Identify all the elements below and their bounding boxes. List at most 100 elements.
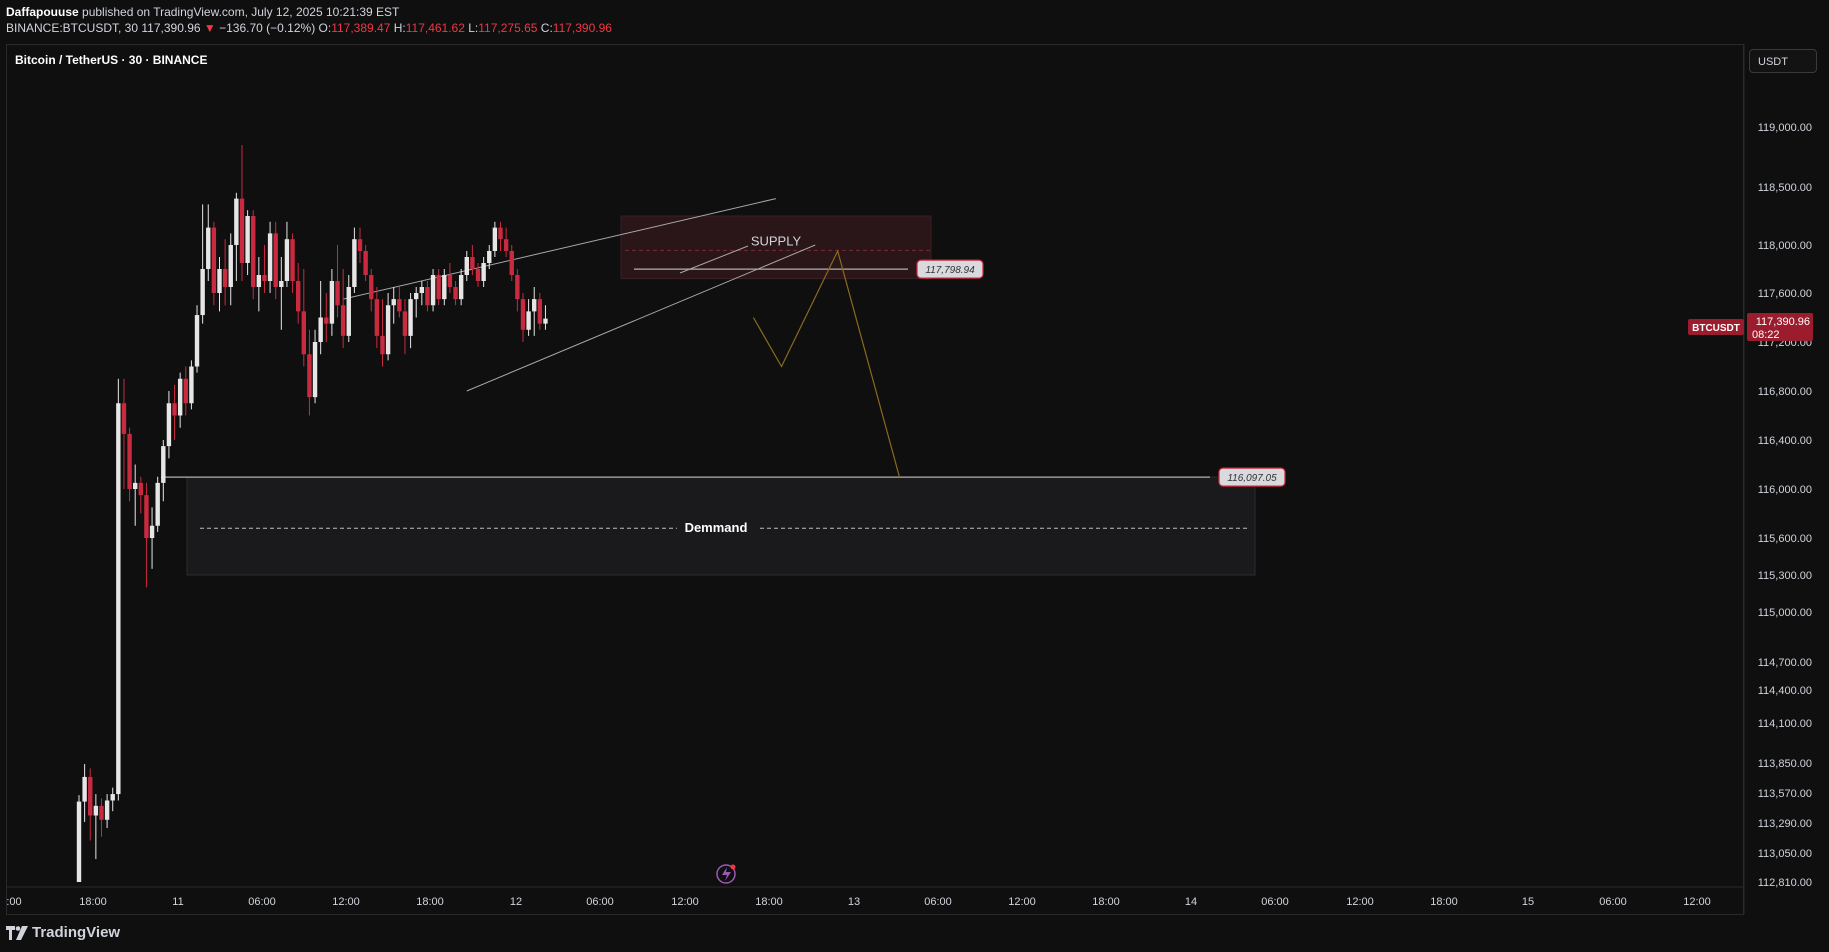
candle[interactable]	[374, 287, 380, 349]
candle[interactable]	[228, 233, 233, 306]
candle[interactable]	[234, 192, 239, 281]
candle[interactable]	[498, 221, 503, 251]
candle[interactable]	[149, 507, 155, 569]
candle[interactable]	[110, 787, 115, 812]
demand-level-label-box[interactable]	[1218, 467, 1286, 487]
candle[interactable]	[166, 391, 172, 459]
candle[interactable]	[194, 305, 200, 373]
last-price-tag[interactable]	[1747, 313, 1813, 341]
candle[interactable]	[172, 384, 177, 440]
candle[interactable]	[318, 281, 323, 355]
projection-path[interactable]	[752, 249, 901, 478]
candle-body	[239, 198, 245, 263]
candle[interactable]	[121, 378, 127, 489]
candle[interactable]	[284, 221, 290, 287]
candle[interactable]	[206, 204, 211, 281]
candle[interactable]	[144, 482, 149, 588]
candle[interactable]	[363, 245, 368, 281]
candle[interactable]	[442, 269, 447, 306]
author-name[interactable]: Daffapouuse	[6, 5, 79, 19]
candle[interactable]	[245, 210, 250, 275]
candle[interactable]	[470, 245, 475, 275]
candle[interactable]	[532, 287, 537, 336]
candle[interactable]	[116, 378, 121, 801]
candle[interactable]	[222, 239, 228, 306]
candle[interactable]	[93, 794, 99, 860]
candle[interactable]	[464, 251, 469, 281]
candle[interactable]	[256, 257, 262, 312]
candle[interactable]	[262, 245, 267, 293]
candle[interactable]	[515, 269, 520, 312]
candle[interactable]	[76, 795, 82, 882]
symbol-price-tag[interactable]	[1688, 319, 1744, 335]
candle[interactable]	[295, 263, 301, 324]
candle[interactable]	[335, 245, 340, 318]
supply-level-label-box[interactable]	[916, 259, 984, 279]
candle[interactable]	[273, 221, 278, 300]
candle[interactable]	[458, 269, 464, 306]
candle[interactable]	[127, 427, 132, 502]
candle[interactable]	[425, 281, 430, 312]
channel-extension-line[interactable]	[679, 245, 749, 274]
price-tick-label: 116,400.00	[1758, 435, 1812, 447]
candle[interactable]	[251, 210, 256, 300]
candle[interactable]	[419, 281, 425, 306]
chart-canvas[interactable]: Demmand SUPPLY 112,810.00 113,050.00 113,29…	[0, 0, 1829, 918]
candle[interactable]	[397, 287, 402, 318]
lightning-icon[interactable]	[716, 864, 736, 884]
candle[interactable]	[385, 293, 391, 361]
candle[interactable]	[520, 293, 526, 342]
candle[interactable]	[369, 269, 374, 312]
candle[interactable]	[88, 768, 93, 841]
candle[interactable]	[104, 794, 110, 828]
candle[interactable]	[481, 257, 486, 287]
candle[interactable]	[537, 293, 543, 330]
candle[interactable]	[436, 269, 441, 306]
channel-upper-line[interactable]	[343, 198, 776, 300]
candle[interactable]	[189, 360, 194, 410]
candle[interactable]	[509, 245, 514, 281]
candle[interactable]	[408, 293, 413, 349]
tradingview-logo[interactable]: TradingView	[6, 924, 120, 941]
candle[interactable]	[340, 269, 346, 349]
candle[interactable]	[138, 476, 144, 514]
candle[interactable]	[329, 269, 335, 336]
candle[interactable]	[99, 798, 104, 837]
candle[interactable]	[487, 245, 492, 269]
candle[interactable]	[312, 329, 318, 404]
candle[interactable]	[239, 145, 245, 281]
candle[interactable]	[447, 263, 453, 293]
candle[interactable]	[526, 299, 531, 336]
candle[interactable]	[503, 227, 509, 257]
candle[interactable]	[324, 293, 329, 342]
candle[interactable]	[211, 221, 217, 306]
candle[interactable]	[380, 299, 385, 367]
candle[interactable]	[453, 281, 458, 306]
supply-zone[interactable]	[620, 215, 932, 280]
candle[interactable]	[391, 287, 396, 324]
candle[interactable]	[183, 366, 188, 416]
candle[interactable]	[200, 204, 205, 324]
candle[interactable]	[475, 263, 481, 287]
candle[interactable]	[177, 372, 183, 428]
candle[interactable]	[133, 464, 138, 526]
symbol-label[interactable]: BINANCE:BTCUSDT, 30	[6, 21, 139, 35]
candle[interactable]	[430, 269, 436, 312]
candle[interactable]	[217, 257, 222, 312]
candle[interactable]	[279, 257, 284, 330]
candle[interactable]	[155, 476, 160, 532]
candle[interactable]	[161, 440, 166, 502]
candle[interactable]	[543, 305, 548, 330]
candle[interactable]	[357, 227, 363, 263]
candle[interactable]	[290, 233, 295, 293]
candle[interactable]	[352, 227, 357, 293]
candle[interactable]	[492, 221, 498, 257]
candle[interactable]	[414, 287, 419, 318]
candle[interactable]	[301, 269, 306, 367]
candle[interactable]	[267, 221, 273, 293]
currency-button[interactable]: USDT	[1749, 49, 1817, 73]
candle[interactable]	[346, 275, 351, 342]
candle[interactable]	[402, 299, 408, 355]
candle[interactable]	[82, 764, 87, 822]
candle[interactable]	[307, 329, 312, 416]
